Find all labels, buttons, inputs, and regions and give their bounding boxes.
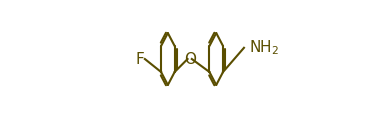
Text: O: O <box>184 51 196 67</box>
Text: F: F <box>135 51 144 67</box>
Text: NH$_2$: NH$_2$ <box>249 38 280 57</box>
